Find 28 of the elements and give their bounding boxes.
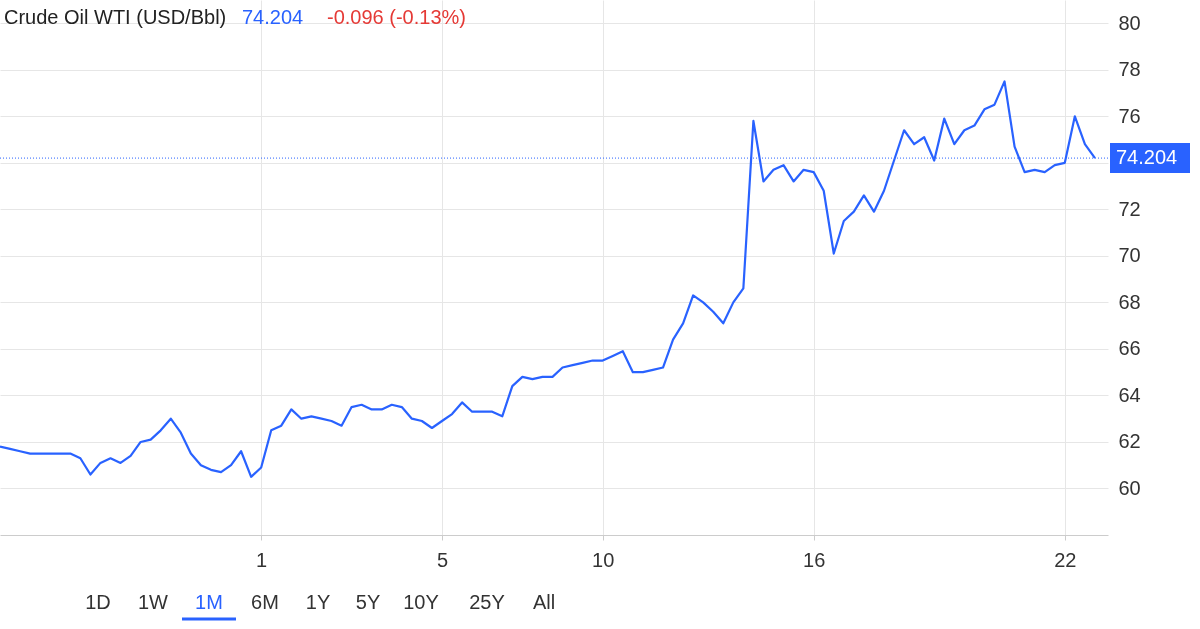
- y-tick-label: 78: [1118, 58, 1141, 81]
- text: 25Y: [469, 591, 505, 613]
- text: 1W: [138, 591, 169, 613]
- y-tick-label: 64: [1118, 383, 1141, 406]
- y-tick-label: 70: [1118, 244, 1141, 267]
- text: 1D: [85, 591, 111, 613]
- text: 5Y: [355, 591, 381, 613]
- text: 1M: [195, 591, 223, 613]
- annotation: 74.204: [242, 6, 304, 28]
- y-tick-label: 66: [1118, 337, 1141, 360]
- x-tick-label: 5: [436, 548, 449, 571]
- x-tick-label: 1: [256, 548, 268, 571]
- x-tick-label: 16: [803, 548, 826, 571]
- ref-line-label: 74.204: [1116, 146, 1178, 169]
- y-tick-label: 76: [1118, 104, 1141, 127]
- y-tick-label: 72: [1118, 197, 1141, 220]
- text: All: [532, 591, 556, 613]
- x-tick-label: 22: [1054, 548, 1077, 571]
- chart-title: Crude Oil WTI (USD/Bbl): [4, 6, 227, 28]
- y-tick-label: 68: [1118, 290, 1141, 313]
- y-tick-label: 60: [1118, 476, 1141, 499]
- annotation: -0.096 (-0.13%): [327, 6, 466, 28]
- x-tick-label: 10: [592, 548, 615, 571]
- text: 6M: [251, 591, 279, 613]
- y-tick-label: 80: [1118, 11, 1141, 34]
- text: 10Y: [403, 591, 439, 613]
- y-tick-label: 62: [1118, 430, 1141, 453]
- text: 1Y: [305, 591, 331, 613]
